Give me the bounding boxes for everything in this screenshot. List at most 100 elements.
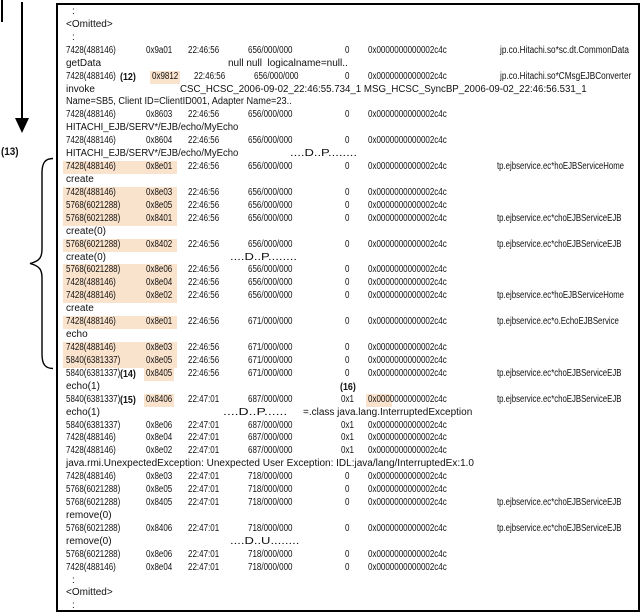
log-text-segment: 0x0000000000002c4c [368, 199, 447, 211]
log-text-segment: 656/000/000 [248, 161, 293, 173]
log-text-segment: 718/000/000 [248, 484, 293, 496]
log-line: 5840(6381337) (14) 0x8405 22:46:56 671/000/0… [58, 367, 638, 381]
log-text-segment: 5840(6381337) [66, 419, 121, 431]
log-text-segment: 0x0000000000002c4c [368, 548, 447, 560]
callout-label: (15) [120, 393, 136, 406]
log-text-segment: 22:46:56 [188, 290, 220, 302]
log-line: 7428(488146) 0x8e04 22:46:56 656/000/000 0 0x… [58, 277, 638, 291]
log-text-segment: tp.ejbservice.ec*choEJBServiceEJB [497, 367, 622, 379]
highlight-band [63, 212, 177, 226]
log-text-segment: 5768(6021288) [66, 484, 121, 496]
log-line: 7428(488146) 0x9a01 22:46:56 656/000/000 0 0x… [58, 45, 638, 58]
callout-label: (16) [340, 380, 356, 393]
log-text-segment: 7428(488146) [66, 186, 116, 198]
log-text-segment: 22:46:56 [188, 161, 220, 173]
log-line: echo(1) ....D..P...... =.class java.lang.I… [58, 407, 638, 420]
log-text-segment: create [66, 303, 94, 315]
log-text-segment: invoke [66, 83, 95, 95]
log-text-segment: 656/000/000 [248, 212, 293, 224]
log-text-segment: jp.co.Hitachi.so*sc.dt.CommonData [500, 44, 629, 56]
log-text-segment: 0x8e03 [146, 186, 173, 198]
log-text-segment: 0x0000000000002c4c [368, 393, 447, 405]
log-text-segment: 656/000/000 [248, 277, 293, 289]
log-text-segment: tp.ejbservice.ec*choEJBServiceEJB [497, 393, 622, 405]
log-text-segment: 0x8e06 [146, 548, 173, 560]
log-lines: : <Omitted>:7428(488146) 0x9a01 22:46:56 656… [58, 6, 638, 610]
log-text-segment: 0 [345, 561, 350, 573]
log-text-segment: 7428(488146) [66, 445, 116, 457]
log-text-segment: getData [66, 57, 102, 69]
highlight-band [63, 290, 177, 304]
log-text-segment: 0 [345, 367, 350, 379]
log-text-segment: echo(1) [66, 406, 100, 418]
log-text-segment: 0x8604 [146, 135, 173, 147]
log-text-segment: 718/000/000 [248, 561, 293, 573]
log-text-segment: 718/000/000 [248, 548, 293, 560]
log-line: 7428(488146) 0x8e03 22:46:56 671/000/000 0 0x… [58, 341, 638, 355]
highlight-band [63, 238, 177, 252]
log-text-segment: 0x0000000000002c4c [368, 354, 447, 366]
log-line: 7428(488146) 0x8604 22:46:56 656/000/000 0 0x… [58, 135, 638, 148]
log-text-segment: null null logicalname=null.. [228, 57, 348, 69]
log-text-segment: Name=SB5, Client ID=ClientID001, Adapter… [66, 96, 292, 108]
log-text-segment: 5840(6381337) [66, 354, 121, 366]
log-line: java.rmi.UnexpectedException: Unexpected… [58, 458, 638, 471]
log-line: 7428(488146) 0x8e04 22:47:01 687/000/000 0x1… [58, 432, 638, 445]
log-line: 5768(6021288) 0x8401 22:46:56 656/000/000 0 0… [58, 212, 638, 226]
log-text-segment: 7428(488146) [66, 316, 116, 328]
log-text-segment: 0 [345, 471, 350, 483]
log-text-segment: 22:46:56 [188, 277, 220, 289]
log-line: create [58, 174, 638, 187]
log-text-segment: 0x8e06 [146, 264, 173, 276]
log-line: 5768(6021288) 0x8402 22:46:56 656/000/000 0 0… [58, 238, 638, 252]
page-edge-line [1, 0, 3, 22]
log-text-segment: 0x1 [341, 432, 354, 444]
log-text-segment: tp.ejbservice.ec*hoEJBServiceHome [497, 161, 625, 173]
log-text-segment: 0 [345, 238, 350, 250]
log-text-segment: 22:46:56 [188, 212, 220, 224]
log-text-segment: 7428(488146) [66, 341, 116, 353]
log-text-segment: 718/000/000 [248, 471, 293, 483]
log-text-segment: 5768(6021288) [66, 497, 121, 509]
highlight-band [63, 277, 177, 291]
log-text-segment: 0x8e03 [146, 471, 173, 483]
log-text-segment: create(0) [66, 251, 107, 263]
log-line: 5768(6021288) 0x8e05 22:47:01 718/000/000 0 0… [58, 484, 638, 497]
log-text-segment: 656/000/000 [248, 109, 293, 121]
log-text-segment: 22:47:01 [188, 497, 220, 509]
log-text-segment: 0x0000000000002c4c [368, 70, 447, 82]
log-text-segment: 671/000/000 [248, 367, 293, 379]
log-text-segment: tp.ejbservice.ec*choEJBServiceEJB [497, 212, 622, 224]
log-text-segment: 687/000/000 [248, 393, 293, 405]
highlight-band [150, 70, 180, 84]
log-line: 5840(6381337) (15) 0x8406 22:47:01 687/000/0… [58, 393, 638, 407]
log-text-segment: 5768(6021288) [66, 238, 121, 250]
log-text-segment: 0 [345, 212, 350, 224]
log-text-segment: 0x8405 [146, 367, 173, 379]
log-text-segment: 7428(488146) [66, 561, 116, 573]
log-text-segment: : [72, 31, 75, 43]
log-text-segment: 22:46:56 [188, 341, 220, 353]
log-text-segment: : [72, 6, 75, 17]
log-text-segment: 0 [345, 199, 350, 211]
log-text-segment: 0x0000000000002c4c [368, 561, 447, 573]
log-text-segment: 0x8e02 [146, 445, 173, 457]
log-line: HITACHI_EJB/SERV*/EJB/echo/MyEcho ....D..… [58, 148, 638, 161]
log-text-segment: =.class java.lang.InterruptedException [303, 406, 473, 418]
log-text-segment: 0x0000000000002c4c [368, 135, 447, 147]
log-text-segment: 0x8e01 [146, 161, 173, 173]
log-line: getData null null logicalname=null.. [58, 58, 638, 71]
log-text-segment: 687/000/000 [248, 432, 293, 444]
highlight-band [63, 186, 177, 200]
log-panel: : <Omitted>:7428(488146) 0x9a01 22:46:56 656… [56, 3, 640, 612]
log-text-segment: tp.ejbservice.ec*hoEJBServiceHome [497, 290, 625, 302]
log-text-segment: 0 [345, 316, 350, 328]
log-line: 5768(6021288) 0x8e06 22:47:01 718/000/000 0 0… [58, 549, 638, 562]
time-flow-arrow-head-icon [15, 118, 29, 133]
log-line: invoke CSC_HCSC_2006-09-02_22:46:55.734_1… [58, 84, 638, 97]
time-flow-arrow-line [21, 2, 23, 118]
log-text-segment: 5768(6021288) [66, 199, 121, 211]
log-text-segment: 0x9a01 [146, 44, 173, 56]
log-text-segment: 22:46:56 [188, 186, 220, 198]
log-text-segment: 22:46:56 [194, 70, 226, 82]
